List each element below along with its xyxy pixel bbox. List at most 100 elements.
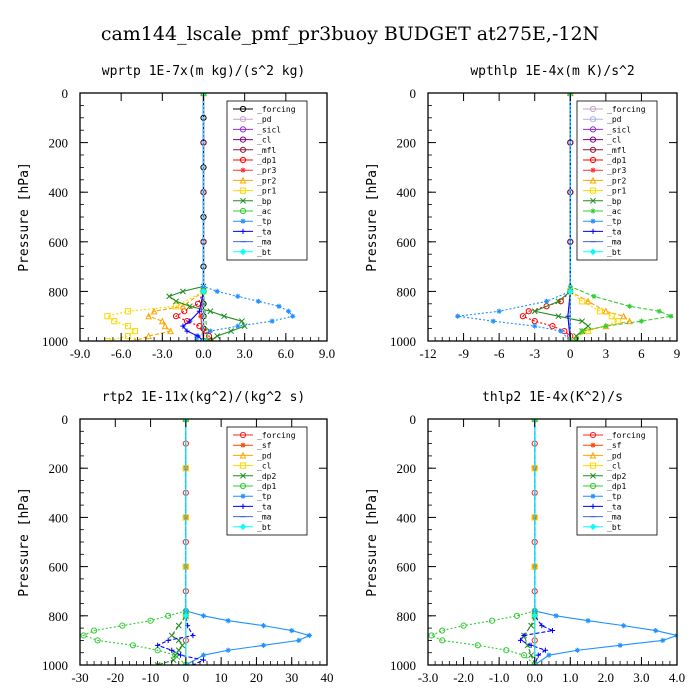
legend-item: _tp xyxy=(583,217,622,226)
legend-label: _cl xyxy=(257,136,272,145)
y-tick-label: 800 xyxy=(49,609,69,624)
x-tick-label: -2.0 xyxy=(453,670,474,685)
legend-marker xyxy=(589,431,597,439)
y-tick-label: 0 xyxy=(62,86,69,101)
data-point xyxy=(531,308,538,315)
legend-marker xyxy=(239,146,247,153)
plot-area xyxy=(428,419,677,665)
data-point xyxy=(520,652,528,659)
data-point xyxy=(165,637,171,643)
data-point xyxy=(150,307,158,315)
legend-marker xyxy=(590,503,596,509)
legend-marker xyxy=(239,482,247,490)
legend-item: _pr2 xyxy=(583,176,626,185)
data-point xyxy=(172,313,180,320)
legend-marker xyxy=(239,136,247,143)
y-tick-label: 800 xyxy=(397,609,417,624)
data-point xyxy=(111,318,118,325)
data-point xyxy=(566,288,574,295)
data-point xyxy=(558,328,564,334)
y-tick-label: 600 xyxy=(397,235,417,250)
legend-marker xyxy=(240,197,246,204)
series-tp xyxy=(455,93,573,341)
x-tick-label: 40 xyxy=(321,670,334,685)
data-point xyxy=(182,612,190,620)
data-point xyxy=(614,318,621,325)
x-tick-label: -9 xyxy=(458,346,469,361)
legend-label: _cl xyxy=(257,462,272,471)
legend-marker xyxy=(589,116,597,123)
legend-label: _dp2 xyxy=(257,472,276,481)
series-line xyxy=(174,93,211,341)
data-point xyxy=(184,328,190,334)
data-point xyxy=(531,612,539,620)
legend-marker xyxy=(590,208,596,214)
data-point xyxy=(585,618,591,624)
data-point xyxy=(200,613,207,619)
legend-item: _pr3 xyxy=(233,166,276,175)
legend-label: _ma xyxy=(257,513,272,522)
series-tp xyxy=(183,419,312,665)
legend-marker xyxy=(240,493,246,499)
legend-label: _mfl xyxy=(607,146,626,155)
legend-item: _sicl xyxy=(233,125,281,134)
legend-marker xyxy=(589,248,597,256)
legend-label: _pd xyxy=(257,451,272,460)
data-point xyxy=(154,662,161,665)
data-point xyxy=(584,297,592,305)
legend-label: _sicl xyxy=(607,125,631,134)
legend-item: _pd xyxy=(583,115,622,124)
legend-item: _ta xyxy=(233,227,272,236)
data-point xyxy=(579,328,585,334)
plot-area xyxy=(80,419,312,665)
legend: _forcing_pd_sicl_cl_mfl_dp1_pr3_pr2_pr1_… xyxy=(576,100,658,261)
legend-marker xyxy=(589,187,597,194)
y-axis-label: Pressure [hPa] xyxy=(365,487,380,597)
legend-label: _pr2 xyxy=(257,176,276,185)
legend-item: _sf xyxy=(583,441,622,450)
y-tick-label: 0 xyxy=(410,412,417,427)
data-point xyxy=(238,318,245,325)
data-point xyxy=(200,657,207,663)
series-line xyxy=(534,419,677,665)
legend-item: _mfl xyxy=(583,146,626,155)
data-point xyxy=(124,332,132,340)
data-point xyxy=(198,313,204,319)
series-dp1 xyxy=(80,419,189,665)
panel-title: wprtp 1E-7x(m kg)/(s^2 kg) xyxy=(102,64,306,79)
data-point xyxy=(460,622,467,629)
x-tick-label: -6 xyxy=(494,346,505,361)
legend-item: _pd xyxy=(583,451,622,460)
panel-wprtp: wprtp 1E-7x(m kg)/(s^2 kg) Pressure [hPa]… xyxy=(17,64,335,361)
data-point xyxy=(158,317,166,325)
legend-item: _pr3 xyxy=(583,166,626,175)
data-point xyxy=(531,318,538,325)
series-line xyxy=(182,93,205,341)
x-tick-label: 6.0 xyxy=(278,346,294,361)
legend-item: _ta xyxy=(233,502,272,511)
legend-item: _cl xyxy=(583,136,622,145)
legend-label: _bp xyxy=(607,197,622,206)
data-point xyxy=(290,313,296,319)
legend-label: _bt xyxy=(607,248,622,257)
data-point xyxy=(555,298,562,305)
data-point xyxy=(638,318,645,324)
legend-label: _dp1 xyxy=(257,156,276,165)
legend-label: _sf xyxy=(607,441,622,450)
x-tick-label: 0 xyxy=(183,670,190,685)
data-point xyxy=(200,652,207,658)
data-point xyxy=(584,327,592,335)
legend-item: _tp xyxy=(583,492,622,501)
x-tick-label: 6 xyxy=(638,346,645,361)
data-point xyxy=(161,322,169,330)
y-axis-label: Pressure [hPa] xyxy=(17,162,32,272)
legend-item: _bt xyxy=(233,523,272,532)
data-point xyxy=(260,623,267,629)
data-point xyxy=(617,642,623,648)
data-point xyxy=(656,308,662,314)
data-point xyxy=(513,612,521,619)
y-tick-label: 200 xyxy=(397,461,417,476)
legend-marker xyxy=(240,218,246,224)
legend-marker xyxy=(240,167,246,173)
legend-label: _ac xyxy=(257,207,272,216)
